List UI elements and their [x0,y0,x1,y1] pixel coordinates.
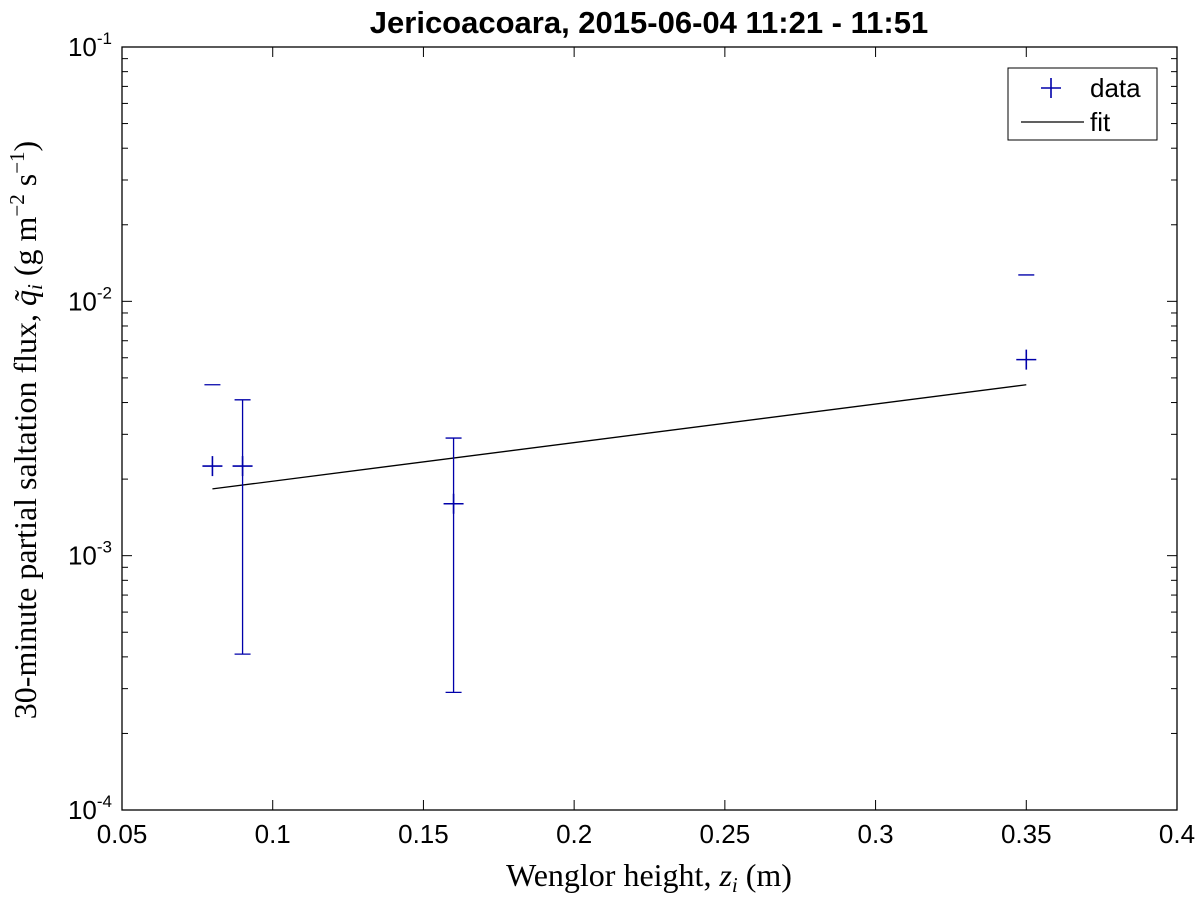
y-tick-label-base: 10 [68,32,97,62]
x-tick-label: 0.1 [255,819,291,849]
plot-area-border [121,46,1178,811]
x-tick-label: 0.4 [1159,819,1195,849]
y-axis-ticks: 10-410-310-210-1 [68,29,1177,825]
x-tick-label: 0.25 [700,819,751,849]
legend-label-fit: fit [1090,107,1111,137]
x-axis-label-sub: i [732,873,738,897]
y-axis-label-var: q̃ [7,290,43,306]
legend-label-data: data [1090,73,1141,103]
y-axis-label-exp-b: −1 [5,151,29,173]
y-axis-label: 30-minute partial saltation flux, q̃i (g… [5,141,47,719]
y-tick-label-base: 10 [68,541,97,571]
y-axis-label-sub: i [23,284,47,290]
legend-box [1007,67,1158,141]
y-tick-label: 10-4 [68,792,112,825]
y-tick-label-exp: -4 [97,792,112,811]
y-axis-label-main: 30-minute partial saltation flux, [7,306,43,719]
plot-frame [121,46,1178,811]
y-tick-label: 10-1 [68,29,112,62]
x-axis-label: Wenglor height, zi (m) [506,857,792,897]
x-tick-label: 0.35 [1001,819,1052,849]
series-layer [202,274,1037,694]
y-tick-label-exp: -2 [97,283,112,302]
y-axis-label-unit-a: (g m [7,216,43,284]
y-tick-label-exp: -1 [97,29,112,48]
y-tick-label: 10-3 [68,538,112,571]
x-tick-label: 0.05 [97,819,148,849]
x-axis-label-main: Wenglor height, [506,857,719,893]
y-axis-label-unit-c: ) [7,141,43,152]
y-tick-label-base: 10 [68,286,97,316]
x-axis-ticks: 0.05 0.1 0.15 0.2 0.25 0.3 0.35 0.4 [97,47,1195,849]
x-axis-label-var: z [718,857,732,893]
x-axis-label-unit: (m) [738,857,792,893]
y-axis-label-unit-b: s [7,174,43,194]
x-tick-label: 0.2 [556,819,592,849]
x-tick-label: 0.3 [857,819,893,849]
y-axis-label-exp-a: −2 [5,194,29,216]
chart-title: Jericoacoara, 2015-06-04 11:21 - 11:51 [370,5,928,40]
y-tick-label-base: 10 [68,795,97,825]
x-tick-label: 0.15 [398,819,449,849]
legend: data fit [1007,67,1158,141]
y-tick-label: 10-2 [68,283,112,316]
y-tick-label-exp: -3 [97,538,112,557]
fit-line [212,384,1027,490]
